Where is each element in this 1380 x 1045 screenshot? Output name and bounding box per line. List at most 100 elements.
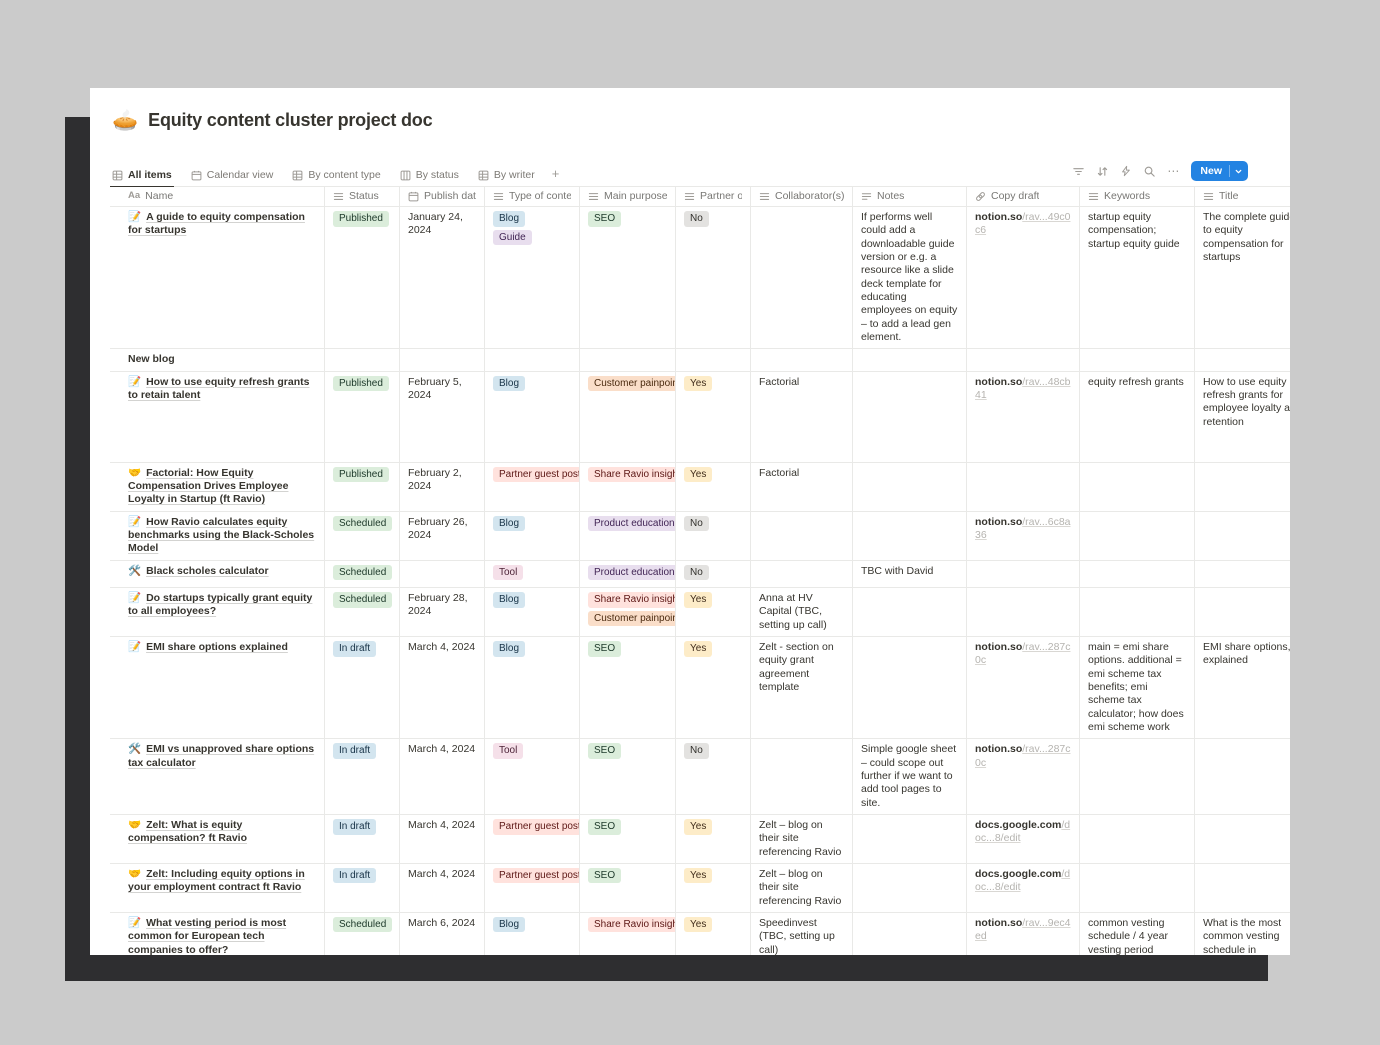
cell-name[interactable]: 🛠️ EMI vs unapproved share options tax ca… <box>110 739 325 814</box>
cell-partner_opp[interactable]: No <box>676 739 751 814</box>
cell-collaborators[interactable]: Zelt – blog on their site referencing Ra… <box>751 863 853 912</box>
cell-title[interactable] <box>1195 739 1290 814</box>
cell-name[interactable]: 📝 EMI share options explained <box>110 637 325 739</box>
copy-draft-link[interactable]: notion.so/rav...48cb41 <box>975 376 1071 401</box>
table-row[interactable]: 🤝 Zelt: What is equity compensation? ft R… <box>110 815 1290 864</box>
table-row[interactable]: 📝 Do startups typically grant equity to a… <box>110 588 1290 638</box>
cell-content_types[interactable]: Partner guest post <box>485 462 580 511</box>
cell-publish_date[interactable]: March 4, 2024 <box>400 815 485 863</box>
cell-status[interactable]: Scheduled <box>325 560 400 588</box>
cell-publish_date[interactable] <box>400 349 485 371</box>
cell-name[interactable]: 📝 A guide to equity compensation for star… <box>110 207 325 349</box>
cell-copy_draft[interactable]: notion.so/rav...287c0c <box>967 739 1080 814</box>
cell-status[interactable]: In draft <box>325 637 400 739</box>
cell-publish_date[interactable] <box>400 560 485 588</box>
cell-title[interactable]: EMI share options, explained <box>1195 637 1290 738</box>
column-header-status[interactable]: Status <box>325 187 400 206</box>
cell-notes[interactable] <box>853 815 967 863</box>
cell-partner_opp[interactable]: No <box>676 207 751 349</box>
cell-main_purposes[interactable]: SEO <box>580 207 676 349</box>
column-header-copy-draft[interactable]: Copy draft <box>967 187 1080 206</box>
cell-main_purposes[interactable]: SEO <box>580 863 676 912</box>
cell-content_types[interactable]: Blog Guide <box>485 207 580 349</box>
cell-name[interactable]: 🤝 Zelt: Including equity options in your … <box>110 863 325 912</box>
cell-title[interactable]: The complete guide to equity compensatio… <box>1195 207 1290 348</box>
cell-notes[interactable] <box>853 637 967 739</box>
cell-keywords[interactable]: equity refresh grants <box>1080 371 1195 462</box>
cell-copy_draft[interactable] <box>967 560 1080 588</box>
cell-copy_draft[interactable] <box>967 462 1080 511</box>
cell-collaborators[interactable] <box>751 739 853 814</box>
cell-content_types[interactable]: Partner guest post <box>485 815 580 863</box>
cell-status[interactable]: In draft <box>325 739 400 814</box>
cell-content_types[interactable]: Blog <box>485 511 580 560</box>
cell-publish_date[interactable]: March 4, 2024 <box>400 739 485 814</box>
cell-name[interactable]: 📝 How Ravio calculates equity benchmarks … <box>110 511 325 560</box>
cell-name[interactable]: New blog <box>110 349 325 371</box>
cell-title[interactable] <box>1195 815 1290 863</box>
table-row[interactable]: New blog <box>110 349 1290 372</box>
cell-status[interactable]: Published <box>325 207 400 349</box>
cell-publish_date[interactable]: March 4, 2024 <box>400 863 485 912</box>
column-header-title[interactable]: Title <box>1195 187 1290 206</box>
sort-icon[interactable] <box>1096 165 1109 178</box>
cell-notes[interactable] <box>853 912 967 955</box>
cell-title[interactable]: How to use equity refresh grants for emp… <box>1195 372 1290 462</box>
cell-keywords[interactable]: main = emi share options. additional = e… <box>1080 637 1195 739</box>
cell-title[interactable] <box>1195 349 1290 370</box>
cell-partner_opp[interactable]: Yes <box>676 912 751 955</box>
cell-keywords[interactable] <box>1080 588 1195 637</box>
cell-collaborators[interactable] <box>751 511 853 560</box>
cell-name[interactable]: 🛠️ Black scholes calculator <box>110 560 325 588</box>
table-row[interactable]: 📝 A guide to equity compensation for star… <box>110 207 1290 350</box>
cell-partner_opp[interactable]: Yes <box>676 588 751 637</box>
cell-title[interactable] <box>1195 588 1290 636</box>
cell-status[interactable]: Scheduled <box>325 588 400 637</box>
table-row[interactable]: 📝 EMI share options explained In draft Marc… <box>110 637 1290 740</box>
column-header-type-of-content[interactable]: Type of content <box>485 187 580 206</box>
cell-status[interactable]: Published <box>325 462 400 511</box>
table-row[interactable]: 🤝 Zelt: Including equity options in your … <box>110 863 1290 913</box>
cell-content_types[interactable]: Blog <box>485 371 580 462</box>
column-header-name[interactable]: Aa Name <box>110 187 325 206</box>
cell-title[interactable]: What is the most common vesting schedule… <box>1195 913 1290 955</box>
cell-collaborators[interactable]: Speedinvest (TBC, setting up call) <box>751 912 853 955</box>
column-header-notes[interactable]: Notes <box>853 187 967 206</box>
cell-content_types[interactable]: Blog <box>485 637 580 739</box>
chevron-down-icon[interactable] <box>1230 167 1248 176</box>
table-row[interactable]: 📝 What vesting period is most common for … <box>110 912 1290 955</box>
copy-draft-link[interactable]: notion.so/rav...287c0c <box>975 641 1071 666</box>
cell-partner_opp[interactable]: No <box>676 560 751 588</box>
cell-publish_date[interactable]: February 26, 2024 <box>400 511 485 560</box>
cell-copy_draft[interactable]: notion.so/rav...287c0c <box>967 637 1080 739</box>
zap-icon[interactable] <box>1120 165 1132 177</box>
cell-main_purposes[interactable]: SEO <box>580 739 676 814</box>
cell-notes[interactable]: If performs well could add a downloadabl… <box>853 207 967 349</box>
column-header-partner-opp[interactable]: Partner opp? <box>676 187 751 206</box>
cell-publish_date[interactable]: February 2, 2024 <box>400 462 485 511</box>
cell-notes[interactable]: TBC with David <box>853 560 967 588</box>
cell-status[interactable]: In draft <box>325 863 400 912</box>
cell-publish_date[interactable]: March 4, 2024 <box>400 637 485 739</box>
cell-name[interactable]: 🤝 Zelt: What is equity compensation? ft R… <box>110 815 325 863</box>
new-button[interactable]: New <box>1191 161 1248 181</box>
copy-draft-link[interactable]: notion.so/rav...9ec4ed <box>975 917 1071 942</box>
cell-main_purposes[interactable]: Share Ravio insights <box>580 462 676 511</box>
copy-draft-link[interactable]: docs.google.com/doc...8/edit <box>975 868 1070 893</box>
cell-notes[interactable] <box>853 462 967 511</box>
cell-main_purposes[interactable]: SEO <box>580 815 676 863</box>
cell-collaborators[interactable]: Factorial <box>751 371 853 462</box>
cell-main_purposes[interactable]: Customer painpoint <box>580 371 676 462</box>
cell-name[interactable]: 📝 Do startups typically grant equity to a… <box>110 588 325 637</box>
view-tab-by-writer[interactable]: By writer <box>476 166 537 186</box>
search-icon[interactable] <box>1143 165 1156 178</box>
cell-keywords[interactable] <box>1080 462 1195 511</box>
cell-content_types[interactable]: Blog <box>485 588 580 637</box>
cell-collaborators[interactable] <box>751 560 853 588</box>
cell-main_purposes[interactable]: Product education <box>580 511 676 560</box>
cell-notes[interactable] <box>853 863 967 912</box>
cell-copy_draft[interactable]: notion.so/rav...48cb41 <box>967 371 1080 462</box>
table-row[interactable]: 🛠️ Black scholes calculator Scheduled Tool P… <box>110 560 1290 589</box>
cell-keywords[interactable]: common vesting schedule / 4 year vesting… <box>1080 912 1195 955</box>
cell-keywords[interactable] <box>1080 349 1195 371</box>
